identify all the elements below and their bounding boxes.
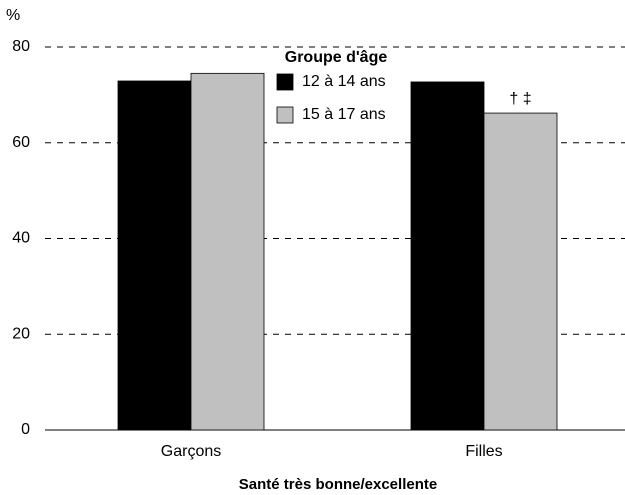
- x-tick-label: Filles: [465, 443, 502, 460]
- legend-swatch: [276, 106, 294, 124]
- y-tick-label: 0: [21, 421, 30, 438]
- bar: [117, 80, 192, 431]
- bar: [190, 72, 265, 431]
- y-tick-label: 20: [12, 325, 30, 342]
- y-tick-label: 40: [12, 230, 30, 247]
- legend-title: Groupe d'âge: [285, 49, 388, 66]
- x-axis-label: Santé très bonne/excellente: [239, 476, 437, 493]
- annotation: † ‡: [509, 90, 531, 107]
- bar: [483, 112, 558, 431]
- legend-label: 12 à 14 ans: [302, 73, 386, 90]
- legend-swatch: [276, 73, 294, 91]
- y-tick-label: 60: [12, 134, 30, 151]
- y-unit: %: [6, 7, 20, 24]
- legend-label: 15 à 17 ans: [302, 106, 386, 123]
- y-tick-label: 80: [12, 38, 30, 55]
- bar: [410, 81, 485, 431]
- x-tick-label: Garçons: [161, 443, 221, 460]
